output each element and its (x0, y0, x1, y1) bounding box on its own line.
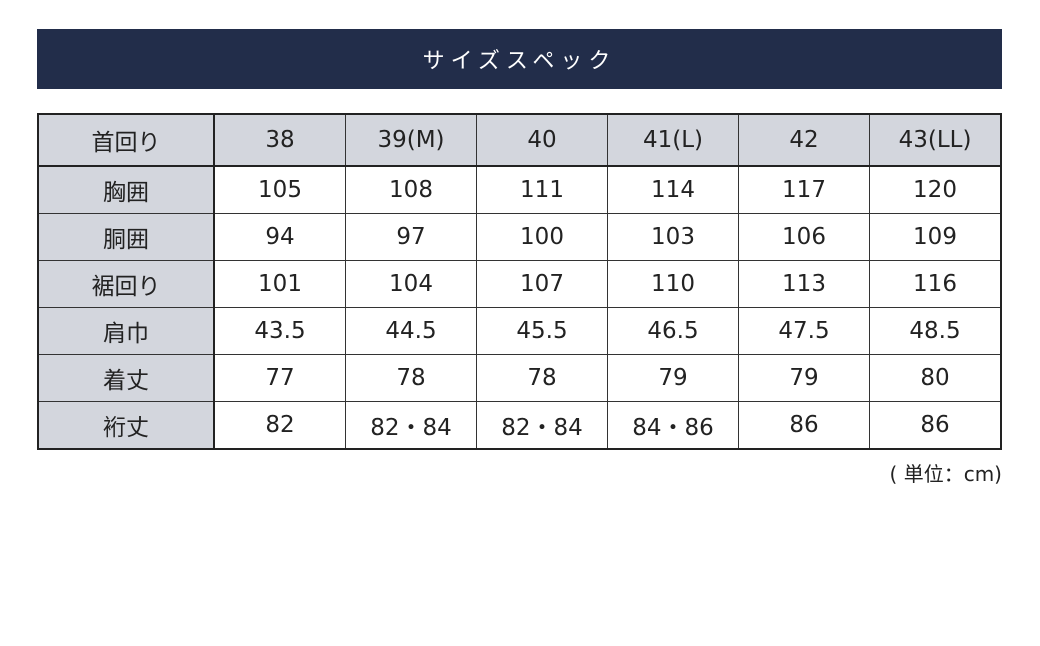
table-cell: 78 (345, 354, 477, 402)
row-label: 裄丈 (37, 401, 215, 450)
table-cell: 78 (476, 354, 608, 402)
table-cell: 79 (738, 354, 870, 402)
table-cell: 79 (607, 354, 739, 402)
table-cell: 82・84 (345, 401, 477, 450)
table-row: 裄丈 82 82・84 82・84 84・86 86 86 (37, 401, 1002, 450)
table-cell: 100 (476, 213, 608, 261)
unit-note: ( 単位：cm) (889, 462, 1002, 486)
table-cell: 113 (738, 260, 870, 308)
table-cell: 106 (738, 213, 870, 261)
table-row: 裾回り 101 104 107 110 113 116 (37, 260, 1002, 308)
table-cell: 43.5 (213, 307, 346, 355)
row-label: 首回り (37, 113, 215, 167)
row-label: 裾回り (37, 260, 215, 308)
size-header-cell: 40 (476, 113, 608, 167)
table-cell: 101 (213, 260, 346, 308)
table-cell: 120 (869, 165, 1002, 214)
table-cell: 86 (869, 401, 1002, 450)
table-cell: 84・86 (607, 401, 739, 450)
row-label: 胸囲 (37, 165, 215, 214)
size-header-cell: 38 (213, 113, 346, 167)
size-header-cell: 42 (738, 113, 870, 167)
table-cell: 109 (869, 213, 1002, 261)
table-cell: 114 (607, 165, 739, 214)
row-label: 肩巾 (37, 307, 215, 355)
table-cell: 97 (345, 213, 477, 261)
size-header-cell: 43(LL) (869, 113, 1002, 167)
table-cell: 82・84 (476, 401, 608, 450)
table-cell: 45.5 (476, 307, 608, 355)
table-cell: 103 (607, 213, 739, 261)
table-cell: 48.5 (869, 307, 1002, 355)
table-cell: 117 (738, 165, 870, 214)
table-cell: 94 (213, 213, 346, 261)
table-cell: 108 (345, 165, 477, 214)
table-cell: 107 (476, 260, 608, 308)
page-title: サイズスペック (422, 49, 617, 74)
table-cell: 104 (345, 260, 477, 308)
size-spec-table: 首回り 38 39(M) 40 41(L) 42 43(LL) 胸囲 105 108 111 114 1… (37, 113, 1002, 450)
page-title-banner: サイズスペック (37, 29, 1002, 89)
table-cell: 82 (213, 401, 346, 450)
table-cell: 46.5 (607, 307, 739, 355)
table-cell: 47.5 (738, 307, 870, 355)
table-cell: 86 (738, 401, 870, 450)
table-cell: 44.5 (345, 307, 477, 355)
table-cell: 116 (869, 260, 1002, 308)
table-row: 胴囲 94 97 100 103 106 109 (37, 213, 1002, 261)
table-row: 胸囲 105 108 111 114 117 120 (37, 165, 1002, 214)
table-header-row: 首回り 38 39(M) 40 41(L) 42 43(LL) (37, 113, 1002, 167)
row-label: 着丈 (37, 354, 215, 402)
table-cell: 80 (869, 354, 1002, 402)
table-cell: 110 (607, 260, 739, 308)
table-cell: 105 (213, 165, 346, 214)
table-cell: 77 (213, 354, 346, 402)
table-cell: 111 (476, 165, 608, 214)
size-header-cell: 39(M) (345, 113, 477, 167)
table-row: 肩巾 43.5 44.5 45.5 46.5 47.5 48.5 (37, 307, 1002, 355)
table-row: 着丈 77 78 78 79 79 80 (37, 354, 1002, 402)
size-header-cell: 41(L) (607, 113, 739, 167)
row-label: 胴囲 (37, 213, 215, 261)
